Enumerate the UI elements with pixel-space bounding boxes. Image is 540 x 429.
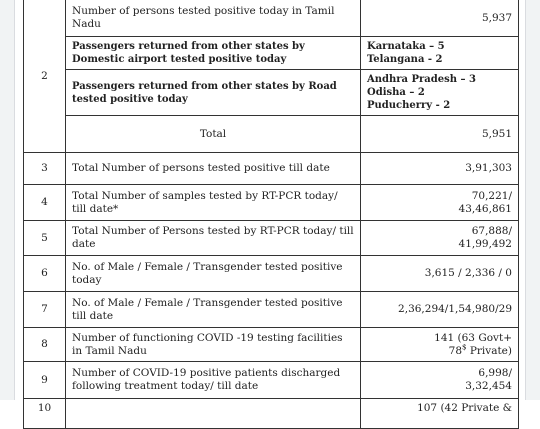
row-description: Number of persons tested positive today … [65,0,361,37]
value-line: Odisha – 2 [367,87,425,98]
covid-report-table: 2 Number of persons tested positive toda… [23,0,519,429]
table-row: Passengers returned from other states by… [24,36,519,70]
serial-number: 10 [23,398,66,429]
table-row: 10 107 (42 Private & [23,398,519,429]
row-value: 5,937 [360,0,519,37]
serial-number: 9 [23,361,66,399]
value-text: 78 [448,344,463,357]
value-line: 6,998/ [478,367,512,379]
table-row: 5 Total Number of Persons tested by RT-P… [23,220,519,256]
viewer-right-margin [525,0,540,400]
value-line: 78$ Private) [367,343,512,358]
footnote-mark: $ [462,343,467,351]
row-value: 141 (63 Govt+ 78$ Private) [360,327,519,362]
row-description: Total Number of Persons tested by RT-PCR… [65,220,361,256]
table-row: 4 Total Number of samples tested by RT-P… [23,184,519,221]
serial-number: 5 [23,220,66,256]
value-line: 43,46,861 [458,202,512,215]
value-line: Andhra Pradesh – 3 [367,74,476,85]
row-value: 3,91,303 [360,152,519,185]
row-value: 67,888/ 41,99,492 [360,220,519,256]
value-line: 41,99,492 [458,238,512,250]
covid-report-table-container: 2 Number of persons tested positive toda… [23,0,519,429]
serial-number: 4 [23,184,66,221]
value-line: Karnataka – 5 [367,41,445,52]
serial-number: 7 [23,291,66,328]
table-row: 3 Total Number of persons tested positiv… [23,152,519,185]
row-value: 107 (42 Private & [360,398,519,429]
total-label: Total [65,115,361,153]
row-description: Passengers returned from other states by… [65,69,361,116]
row-description: Passengers returned from other states by… [65,36,361,70]
viewer-left-margin [0,0,15,400]
row-value: 6,998/ 3,32,454 [360,361,519,399]
row-value: 2,36,294/1,54,980/29 [360,291,519,328]
value-line: Telangana - 2 [367,54,443,65]
serial-number: 8 [23,327,66,362]
table-row: 9 Number of COVID-19 positive patients d… [23,361,519,399]
row-description: No. of Male / Female / Transgender teste… [65,255,361,292]
total-value: 5,951 [360,115,519,153]
row-description: Total Number of persons tested positive … [65,152,361,185]
serial-number: 6 [23,255,66,292]
table-row: Total 5,951 [24,115,519,153]
table-row: 7 No. of Male / Female / Transgender tes… [23,291,519,328]
row-description: Number of COVID-19 positive patients dis… [65,361,361,399]
value-line: 3,32,454 [465,380,512,392]
table-row: Passengers returned from other states by… [24,69,519,116]
table-row: 2 Number of persons tested positive toda… [23,0,519,153]
value-text: Private) [469,344,512,357]
row-value: 3,615 / 2,336 / 0 [360,255,519,292]
row-description [65,398,361,429]
row-description: No. of Male / Female / Transgender teste… [65,291,361,328]
row-value: Andhra Pradesh – 3 Odisha – 2 Puducherry… [360,69,519,116]
row-value: 70,221/ 43,46,861 [360,184,519,221]
value-line: 70,221/ [471,189,512,202]
value-line: 141 (63 Govt+ [434,331,512,344]
row-description: Total Number of samples tested by RT-PCR… [65,184,361,221]
value-line: Puducherry - 2 [367,100,451,111]
row-value: Karnataka – 5 Telangana - 2 [360,36,519,70]
table-row: 6 No. of Male / Female / Transgender tes… [23,255,519,292]
serial-number: 2 [23,0,66,153]
serial-number: 3 [23,152,66,185]
value-line: 67,888/ [471,225,512,237]
row-description: Number of functioning COVID -19 testing … [65,327,361,362]
table-row: 8 Number of functioning COVID -19 testin… [23,327,519,362]
